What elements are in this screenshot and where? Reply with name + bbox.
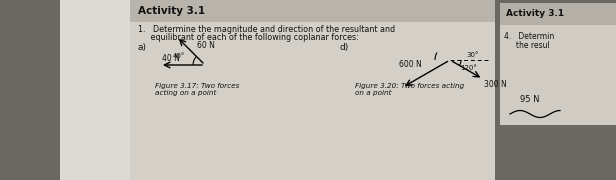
Bar bbox=[500, 3, 616, 25]
Text: 40 N: 40 N bbox=[162, 54, 180, 63]
Bar bbox=[60, 0, 140, 180]
Text: 95 N: 95 N bbox=[520, 95, 540, 104]
Text: a): a) bbox=[138, 43, 147, 52]
FancyBboxPatch shape bbox=[130, 0, 495, 180]
Text: Figure 3.17: Two forces: Figure 3.17: Two forces bbox=[155, 83, 240, 89]
Text: 120°: 120° bbox=[460, 65, 477, 71]
Text: d): d) bbox=[340, 43, 349, 52]
Text: Figure 3.20: Two forces acting: Figure 3.20: Two forces acting bbox=[355, 83, 464, 89]
Text: Activity 3.1: Activity 3.1 bbox=[506, 10, 564, 19]
Text: the resul: the resul bbox=[504, 41, 549, 50]
Bar bbox=[500, 3, 616, 125]
Text: 60 N: 60 N bbox=[197, 41, 215, 50]
Text: 40°: 40° bbox=[172, 53, 185, 59]
Text: acting on a point: acting on a point bbox=[155, 90, 216, 96]
Text: 30°: 30° bbox=[466, 52, 479, 58]
Text: 4.   Determin: 4. Determin bbox=[504, 32, 554, 41]
Bar bbox=[130, 0, 495, 22]
Text: Activity 3.1: Activity 3.1 bbox=[138, 6, 205, 16]
Text: on a point: on a point bbox=[355, 90, 392, 96]
Text: 1.   Determine the magnitude and direction of the resultant and: 1. Determine the magnitude and direction… bbox=[138, 25, 395, 34]
Text: 600 N: 600 N bbox=[399, 60, 422, 69]
Text: 300 N: 300 N bbox=[484, 80, 506, 89]
Text: equilibrant of each of the following coplanar forces:: equilibrant of each of the following cop… bbox=[138, 33, 359, 42]
